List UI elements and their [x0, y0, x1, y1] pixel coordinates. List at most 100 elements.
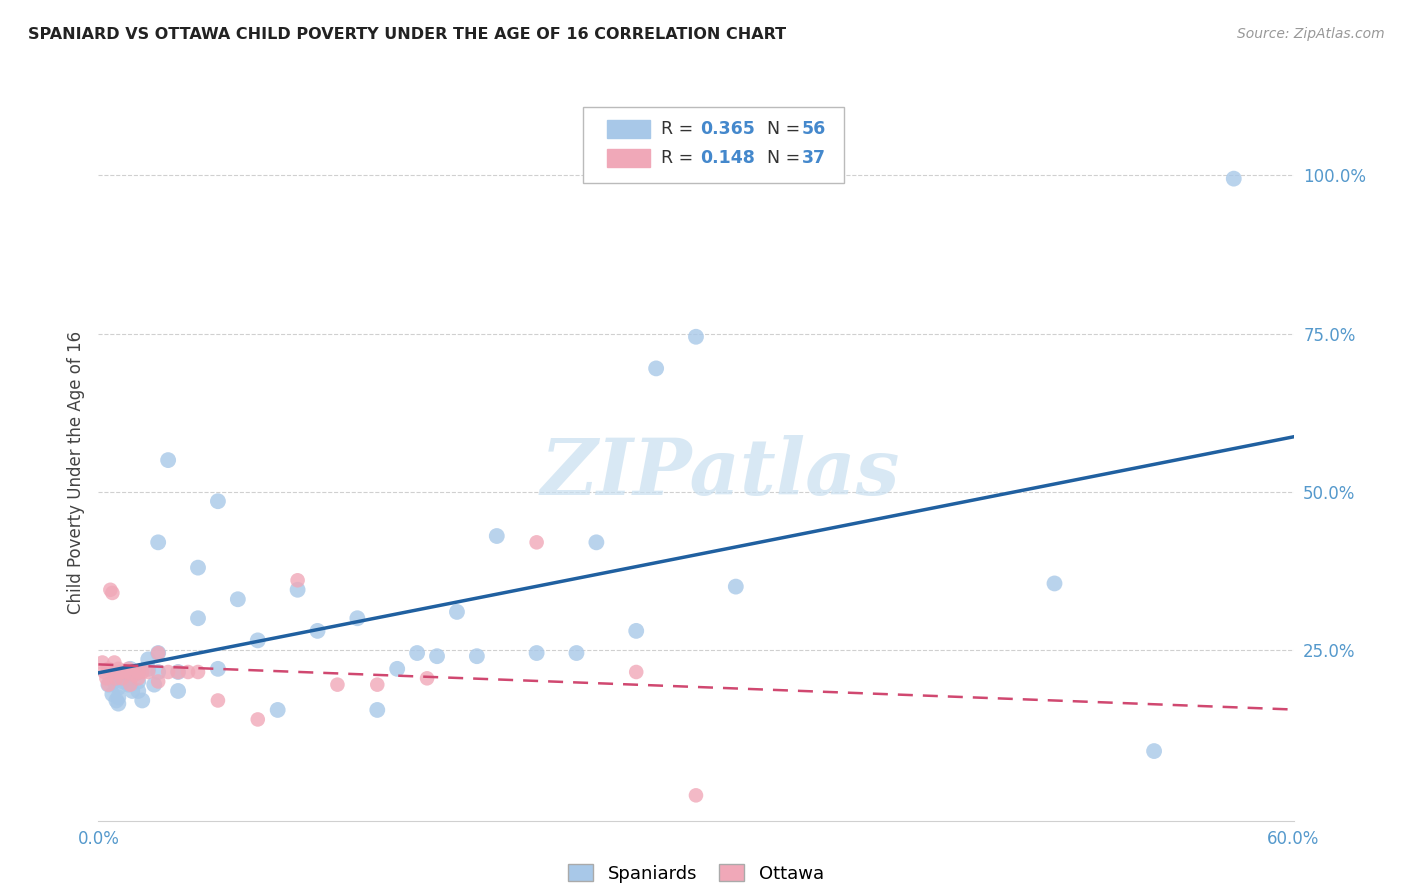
Text: ZIPatlas: ZIPatlas [540, 434, 900, 511]
Point [120, 662, 142, 676]
Point [724, 580, 747, 594]
Point [107, 681, 129, 695]
Point [307, 624, 329, 638]
Point [117, 662, 139, 676]
Point [107, 665, 129, 679]
Point [148, 665, 170, 679]
Point [112, 665, 135, 679]
Point [226, 592, 249, 607]
Point [406, 646, 429, 660]
Text: N =: N = [756, 149, 806, 167]
Text: 0.365: 0.365 [700, 120, 755, 138]
Point [565, 646, 588, 660]
Point [465, 649, 488, 664]
Point [1222, 171, 1246, 186]
Point [112, 665, 135, 679]
Point [187, 665, 209, 679]
Point [121, 684, 143, 698]
Point [246, 713, 269, 727]
Point [131, 665, 153, 679]
Point [105, 693, 128, 707]
Text: 0.148: 0.148 [700, 149, 755, 167]
Point [127, 665, 149, 679]
Point [136, 662, 159, 676]
Point [416, 671, 439, 685]
Point [148, 535, 170, 549]
Point [624, 665, 647, 679]
Point [346, 611, 368, 625]
Point [267, 703, 290, 717]
Point [326, 678, 349, 692]
Point [105, 671, 128, 685]
Point [136, 652, 159, 666]
Point [107, 690, 129, 705]
Point [103, 656, 125, 670]
Point [96, 671, 118, 685]
Point [101, 687, 124, 701]
Point [93, 665, 115, 679]
Point [366, 703, 388, 717]
Point [131, 693, 153, 707]
Point [246, 633, 269, 648]
Point [177, 665, 200, 679]
Point [127, 671, 149, 685]
Point [385, 662, 409, 676]
Point [157, 453, 180, 467]
Point [207, 693, 229, 707]
Point [624, 624, 647, 638]
Point [107, 662, 129, 676]
Point [127, 684, 149, 698]
Point [117, 665, 139, 679]
Point [148, 646, 170, 660]
Point [1143, 744, 1166, 758]
Point [167, 665, 190, 679]
Point [97, 678, 120, 692]
Y-axis label: Child Poverty Under the Age of 16: Child Poverty Under the Age of 16 [66, 331, 84, 615]
Point [187, 560, 209, 574]
Point [526, 646, 548, 660]
Text: SPANIARD VS OTTAWA CHILD POVERTY UNDER THE AGE OF 16 CORRELATION CHART: SPANIARD VS OTTAWA CHILD POVERTY UNDER T… [28, 27, 786, 42]
Point [685, 789, 707, 803]
Point [111, 671, 134, 685]
Text: Source: ZipAtlas.com: Source: ZipAtlas.com [1237, 27, 1385, 41]
Point [107, 668, 129, 682]
Point [446, 605, 468, 619]
Point [124, 665, 146, 679]
Point [136, 665, 159, 679]
Text: N =: N = [756, 120, 806, 138]
Point [98, 582, 122, 597]
Point [645, 361, 668, 376]
Point [167, 665, 190, 679]
Point [97, 678, 120, 692]
Point [585, 535, 607, 549]
Text: R =: R = [661, 120, 699, 138]
Point [148, 646, 170, 660]
Point [103, 674, 125, 689]
Point [107, 697, 129, 711]
Point [148, 674, 170, 689]
Point [117, 678, 139, 692]
Point [127, 674, 149, 689]
Point [366, 678, 388, 692]
Point [485, 529, 508, 543]
Text: R =: R = [661, 149, 699, 167]
Point [287, 582, 309, 597]
Point [426, 649, 449, 664]
Point [117, 671, 139, 685]
Point [526, 535, 548, 549]
Text: 37: 37 [801, 149, 825, 167]
Text: 56: 56 [801, 120, 825, 138]
Point [167, 684, 190, 698]
Point [207, 494, 229, 508]
Point [103, 665, 125, 679]
Point [97, 662, 120, 676]
Point [207, 662, 229, 676]
Legend: Spaniards, Ottawa: Spaniards, Ottawa [560, 855, 832, 892]
Point [143, 678, 166, 692]
Point [157, 665, 180, 679]
Point [127, 665, 149, 679]
Point [685, 330, 707, 344]
Point [101, 586, 124, 600]
Point [1043, 576, 1066, 591]
Point [91, 656, 114, 670]
